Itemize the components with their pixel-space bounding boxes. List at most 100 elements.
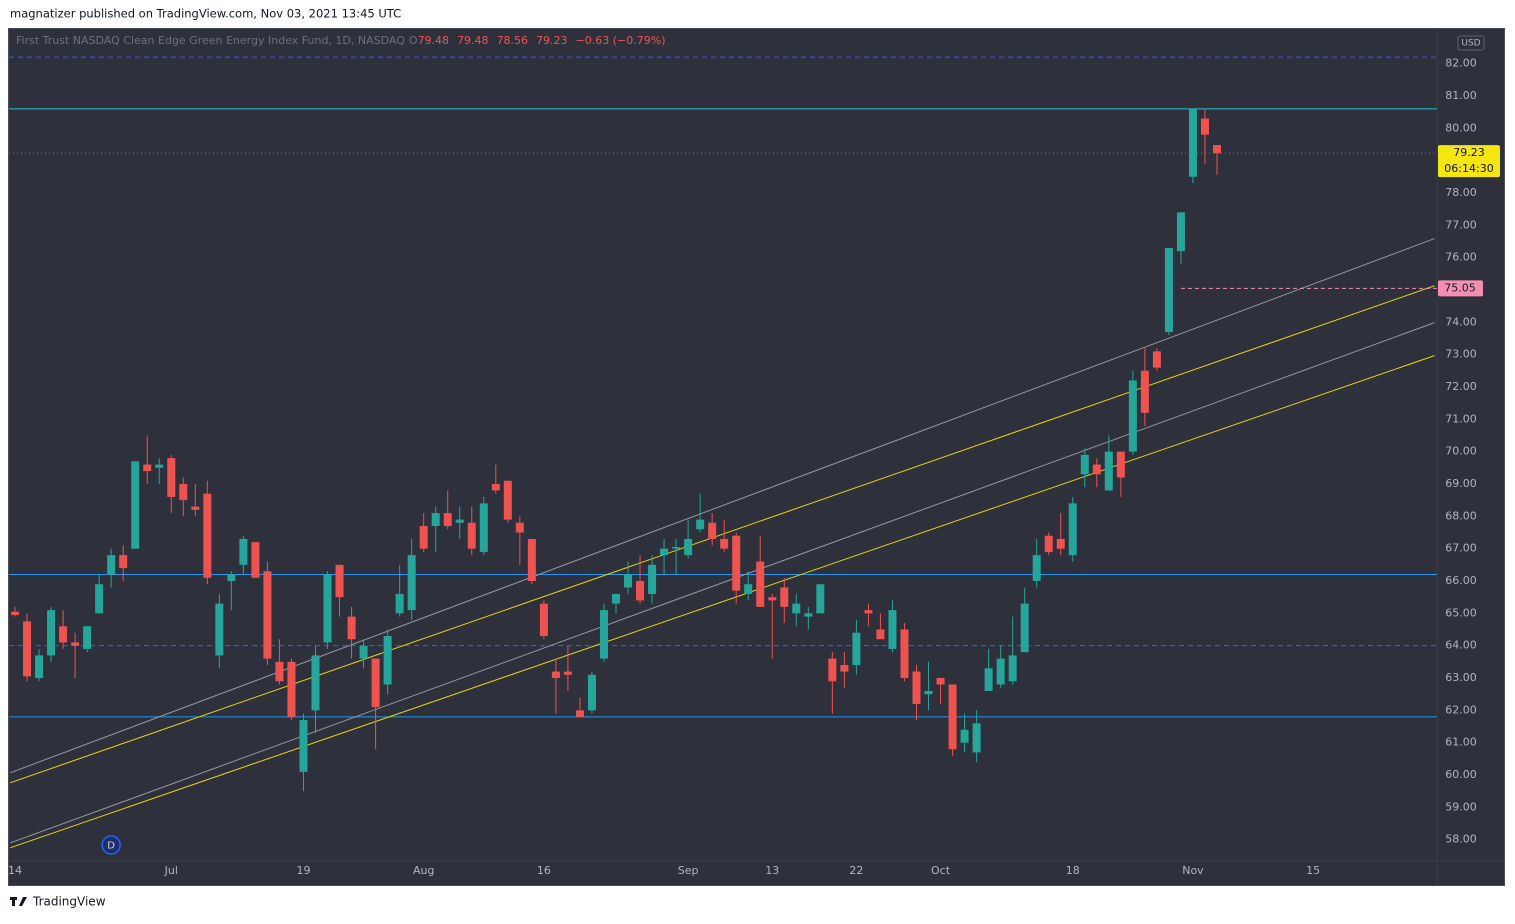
candle-body <box>756 561 765 607</box>
candle-body <box>539 603 548 636</box>
candle-body <box>1020 603 1029 653</box>
candle-body <box>11 611 19 615</box>
legend-value: 79.23 <box>536 34 568 47</box>
candle-body <box>227 574 236 582</box>
candle-body <box>1128 380 1137 452</box>
y-tick-label: 58.00 <box>1445 833 1477 846</box>
y-tick-label: 74.00 <box>1445 315 1477 328</box>
candle-body <box>323 574 332 643</box>
candle-body <box>95 584 104 614</box>
candle-body <box>1140 370 1149 413</box>
candle-body <box>768 597 777 601</box>
x-tick-label: 13 <box>765 864 779 877</box>
footer-logo <box>10 897 27 906</box>
candle-body <box>852 632 861 666</box>
candle-body <box>720 538 729 549</box>
candle-body <box>1213 145 1221 154</box>
candle-body <box>587 674 596 711</box>
candle-body <box>1092 464 1101 475</box>
trend-line <box>10 238 1435 774</box>
candle-body <box>1152 351 1161 368</box>
candle-body <box>527 538 536 582</box>
trend-line <box>10 355 1435 849</box>
candle-body <box>407 555 416 611</box>
candle-body <box>1176 212 1185 252</box>
candle-body <box>864 610 873 614</box>
candle-body <box>648 564 657 594</box>
candle-body <box>696 519 705 530</box>
candle-body <box>1008 655 1017 682</box>
y-tick-label: 71.00 <box>1445 412 1477 425</box>
y-tick-label: 78.00 <box>1445 186 1477 199</box>
publish-header: magnatizer published on TradingView.com,… <box>10 7 401 21</box>
symbol-title: First Trust NASDAQ Clean Edge Green Ener… <box>16 34 405 47</box>
x-tick-label: Aug <box>413 864 434 877</box>
ohlc-values: O79.48 79.48 78.56 79.23 −0.63 (−0.79%) <box>409 34 666 47</box>
y-tick-label: 82.00 <box>1445 57 1477 70</box>
candle-body <box>59 626 68 643</box>
candle-body <box>455 519 464 523</box>
candle-body <box>419 526 428 549</box>
candle-body <box>792 603 801 614</box>
candle-body <box>1116 451 1125 478</box>
candle-body <box>888 610 897 649</box>
y-tick-label: 73.00 <box>1445 348 1477 361</box>
candle-body <box>23 621 32 677</box>
candle-body <box>167 458 176 497</box>
candle-body <box>551 671 560 679</box>
candle-body <box>1080 454 1089 475</box>
price-line-label: 75.05 <box>1444 281 1476 294</box>
legend-value: −0.63 (−0.79%) <box>576 34 666 47</box>
candle-body <box>984 668 993 691</box>
y-tick-label: 69.00 <box>1445 477 1477 490</box>
currency: USD <box>1461 39 1480 49</box>
candle-body <box>299 720 308 772</box>
candle-body <box>131 461 140 549</box>
x-tick-label: 14 <box>8 864 22 877</box>
candle-body <box>744 584 753 594</box>
candle-body <box>191 506 200 510</box>
candle-body <box>1188 108 1197 177</box>
x-tick-label: 22 <box>849 864 863 877</box>
candle-body <box>563 671 572 675</box>
candle-body <box>1032 555 1041 582</box>
candle-body <box>119 555 128 569</box>
candle-body <box>515 522 524 533</box>
candle-body <box>936 678 945 685</box>
x-tick-label: Jul <box>164 864 178 877</box>
candle-body <box>491 483 500 491</box>
candle-body <box>35 655 44 679</box>
candle-body <box>347 616 356 640</box>
x-tick-label: 15 <box>1306 864 1320 877</box>
candle-body <box>612 593 620 604</box>
y-tick-label: 63.00 <box>1445 671 1477 684</box>
candle-body <box>828 658 837 682</box>
candle-body <box>203 493 212 578</box>
candle-body <box>431 513 440 527</box>
candle-body <box>876 629 885 640</box>
candle-body <box>948 684 957 750</box>
y-tick-label: 68.00 <box>1445 509 1477 522</box>
candle-body <box>503 480 512 520</box>
y-tick-label: 76.00 <box>1445 251 1477 264</box>
candle-body <box>924 690 933 695</box>
y-tick-label: 65.00 <box>1445 606 1477 619</box>
ohlc-legend: O79.48 79.48 78.56 79.23 −0.63 (−0.79%) <box>409 34 666 47</box>
candle-body <box>1056 538 1065 549</box>
candle-body <box>443 513 452 527</box>
candle-body <box>155 464 164 468</box>
y-tick-label: 60.00 <box>1445 768 1477 781</box>
legend-value: O <box>409 34 418 47</box>
candle-body <box>840 665 849 672</box>
x-tick-label: 16 <box>537 864 551 877</box>
y-tick-label: 70.00 <box>1445 445 1477 458</box>
event-marker <box>101 835 121 855</box>
candle-body <box>636 581 645 601</box>
y-tick-label: 72.00 <box>1445 380 1477 393</box>
candle-body <box>71 642 80 646</box>
legend-value: 78.56 <box>497 34 529 47</box>
x-tick-label: 19 <box>296 864 310 877</box>
candle-body <box>816 584 825 614</box>
